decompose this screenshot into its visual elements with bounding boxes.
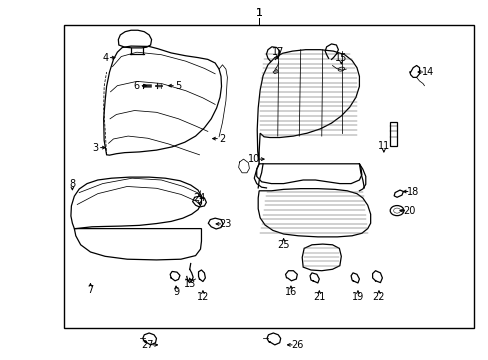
Bar (389, 122, 396, 146)
Text: 8: 8 (69, 179, 75, 189)
Text: 12: 12 (196, 292, 209, 302)
Text: 17: 17 (271, 47, 284, 57)
Text: 2: 2 (219, 134, 225, 144)
Text: 7: 7 (87, 285, 93, 295)
Text: 15: 15 (334, 53, 347, 63)
Text: 9: 9 (173, 287, 179, 297)
Text: 23: 23 (219, 219, 232, 229)
Text: 20: 20 (403, 206, 415, 216)
Text: 18: 18 (406, 186, 419, 197)
Text: 27: 27 (141, 340, 154, 350)
Text: 14: 14 (421, 67, 433, 77)
Text: 10: 10 (247, 154, 260, 164)
Text: 1: 1 (255, 8, 262, 18)
Text: 25: 25 (277, 240, 289, 250)
Text: 3: 3 (92, 143, 98, 153)
Text: 19: 19 (351, 292, 364, 302)
Bar (63, 25, 473, 328)
Text: 6: 6 (134, 81, 140, 91)
Polygon shape (272, 69, 278, 74)
Text: 24: 24 (193, 193, 205, 203)
Text: 11: 11 (377, 141, 389, 151)
Text: 21: 21 (312, 292, 325, 302)
Text: 22: 22 (372, 292, 385, 302)
Text: 5: 5 (175, 81, 181, 91)
Text: 26: 26 (290, 340, 303, 350)
Text: 16: 16 (284, 287, 297, 297)
Text: 1: 1 (255, 8, 262, 18)
Text: 13: 13 (183, 279, 196, 289)
Text: 4: 4 (102, 53, 108, 63)
